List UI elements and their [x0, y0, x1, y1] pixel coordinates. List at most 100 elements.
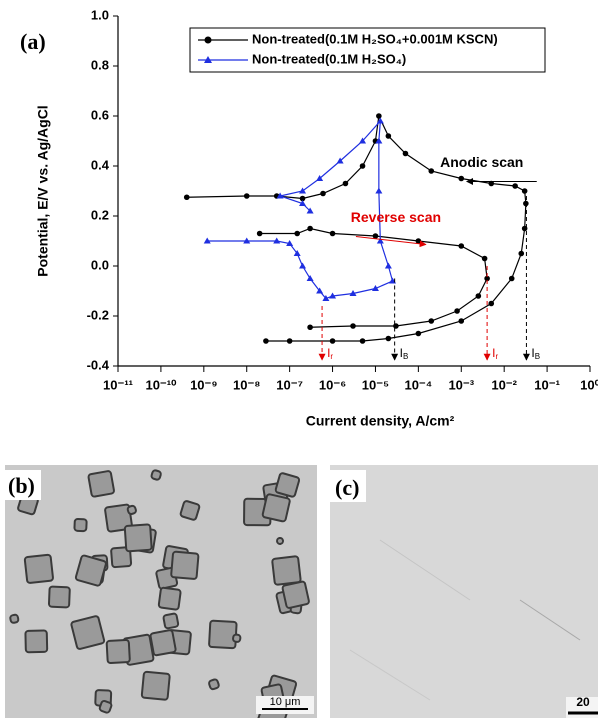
- data-point: [488, 300, 495, 307]
- data-point: [322, 295, 330, 301]
- crystal: [150, 469, 162, 481]
- legend-marker: [204, 56, 212, 63]
- data-point: [203, 237, 211, 244]
- annotation-arrow: [355, 236, 427, 248]
- data-point: [481, 255, 488, 262]
- x-tick-label: 10⁻¹: [534, 377, 560, 392]
- y-tick-label: 0.2: [91, 207, 109, 222]
- data-point: [359, 163, 366, 169]
- data-point: [316, 287, 324, 294]
- data-point: [273, 237, 281, 244]
- x-tick-label: 10⁻⁷: [276, 377, 303, 392]
- x-tick-label: 10⁻¹⁰: [145, 377, 177, 392]
- data-point: [458, 175, 465, 182]
- marker-label-sub: r: [495, 352, 498, 361]
- x-tick-label: 10⁻⁸: [233, 377, 260, 392]
- data-point: [428, 318, 435, 324]
- legend-label: Non-treated(0.1M H₂SO₄+0.001M KSCN): [252, 31, 498, 46]
- crystal: [208, 619, 238, 650]
- crystal: [126, 504, 137, 516]
- x-tick-label: 10⁻⁹: [190, 377, 218, 392]
- micrograph-b: 10 μm (b): [5, 465, 317, 723]
- crystal: [123, 523, 153, 553]
- marker-label: Ir: [327, 346, 333, 361]
- data-point: [329, 230, 336, 237]
- data-point: [359, 137, 367, 144]
- crystal: [73, 517, 88, 533]
- data-point: [299, 187, 307, 194]
- data-point: [320, 190, 326, 197]
- data-point: [316, 175, 324, 181]
- data-point: [458, 318, 465, 324]
- crystal: [74, 554, 107, 587]
- data-point: [428, 168, 435, 174]
- data-point: [286, 240, 294, 246]
- crystals: [9, 469, 310, 723]
- marker-label: IB: [531, 346, 540, 361]
- crystal: [98, 699, 113, 714]
- data-point: [402, 150, 409, 157]
- crystal: [104, 503, 133, 533]
- data-point: [484, 275, 490, 282]
- crystal: [9, 613, 20, 624]
- panel-label: (c): [335, 475, 359, 500]
- data-point: [307, 324, 313, 331]
- data-point: [508, 275, 515, 282]
- data-point: [359, 338, 366, 344]
- image-area: [330, 465, 598, 718]
- data-point: [350, 323, 356, 329]
- marker-label-main: I: [400, 346, 403, 360]
- data-point: [299, 195, 306, 202]
- data-point: [376, 237, 384, 244]
- crystal: [276, 536, 285, 545]
- data-point: [488, 180, 495, 187]
- y-tick-label: 1.0: [91, 7, 109, 22]
- crystal: [149, 629, 177, 657]
- crystal: [170, 550, 200, 580]
- data-point: [329, 292, 337, 299]
- data-point: [276, 192, 284, 199]
- x-tick-label: 10⁻³: [448, 377, 474, 392]
- data-point: [342, 180, 349, 187]
- data-point: [375, 187, 383, 194]
- data-point: [306, 207, 314, 214]
- crystal: [271, 555, 302, 586]
- scale-label: 10 μm: [270, 696, 301, 708]
- crystal: [162, 612, 180, 630]
- panel-label: (a): [20, 29, 46, 54]
- y-tick-label: 0.0: [91, 257, 109, 272]
- y-tick-label: 0.6: [91, 107, 109, 122]
- crystal: [179, 500, 201, 521]
- marker-label-main: I: [531, 346, 534, 360]
- y-tick-label: -0.4: [87, 357, 110, 372]
- data-point: [336, 157, 344, 164]
- data-point: [523, 200, 529, 207]
- data-point: [376, 113, 382, 119]
- data-point: [306, 275, 314, 281]
- data-point: [454, 308, 460, 314]
- data-point: [243, 237, 251, 244]
- data-point: [521, 188, 528, 194]
- data-point: [299, 262, 307, 269]
- crystal: [105, 638, 131, 665]
- data-point: [512, 183, 518, 189]
- panel-label: (b): [8, 473, 35, 498]
- data-point: [458, 243, 465, 249]
- y-axis-label: Potential, E/V vs. Ag/AgCl: [35, 105, 51, 276]
- marker-label-main: I: [327, 346, 330, 360]
- x-axis-label: Current density, A/cm²: [306, 413, 455, 429]
- data-point: [385, 133, 392, 139]
- x-tick-label: 10⁰: [580, 377, 598, 392]
- data-point: [385, 335, 392, 342]
- scale-label: 20: [576, 695, 590, 709]
- crystal: [232, 633, 242, 643]
- x-tick-label: 10⁻⁶: [319, 377, 346, 392]
- x-tick-label: 10⁻¹¹: [103, 377, 133, 392]
- data-point: [183, 194, 190, 201]
- crystal: [110, 546, 133, 569]
- data-point: [518, 250, 525, 257]
- marker-label-sub: B: [535, 352, 540, 361]
- crystal: [23, 553, 54, 584]
- marker-label-main: I: [492, 346, 495, 360]
- crystal: [274, 472, 301, 498]
